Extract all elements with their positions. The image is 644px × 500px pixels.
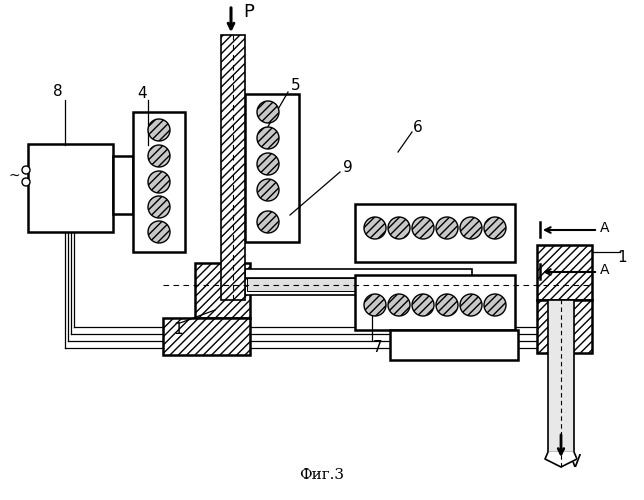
- Bar: [113, 156, 133, 214]
- Circle shape: [364, 294, 386, 316]
- Bar: [537, 245, 592, 300]
- Text: 1: 1: [173, 322, 183, 338]
- Circle shape: [257, 153, 279, 175]
- Text: Фиг.3: Фиг.3: [299, 468, 345, 482]
- Bar: [355, 204, 515, 262]
- Bar: [355, 275, 515, 330]
- Circle shape: [148, 221, 170, 243]
- Circle shape: [436, 217, 458, 239]
- Text: ~: ~: [8, 169, 20, 183]
- Text: V: V: [569, 453, 582, 471]
- Bar: [245, 269, 472, 278]
- Bar: [247, 278, 470, 291]
- Circle shape: [364, 217, 386, 239]
- Circle shape: [148, 145, 170, 167]
- Text: 6: 6: [413, 120, 423, 136]
- Circle shape: [148, 196, 170, 218]
- Bar: [195, 263, 250, 318]
- Circle shape: [388, 217, 410, 239]
- Bar: [133, 112, 185, 252]
- Text: 8: 8: [53, 84, 63, 100]
- Text: 9: 9: [343, 160, 353, 176]
- Circle shape: [257, 211, 279, 233]
- Bar: [390, 330, 518, 360]
- Circle shape: [257, 179, 279, 201]
- Text: 1: 1: [617, 250, 627, 264]
- Bar: [537, 300, 592, 353]
- Text: 4: 4: [137, 86, 147, 102]
- Text: 5: 5: [291, 78, 301, 92]
- Bar: [28, 144, 113, 232]
- Circle shape: [148, 119, 170, 141]
- Circle shape: [412, 294, 434, 316]
- Circle shape: [460, 217, 482, 239]
- Bar: [163, 318, 250, 355]
- Circle shape: [436, 294, 458, 316]
- Circle shape: [22, 166, 30, 174]
- Bar: [245, 286, 472, 295]
- Circle shape: [148, 171, 170, 193]
- Circle shape: [412, 217, 434, 239]
- Circle shape: [484, 294, 506, 316]
- Text: P: P: [243, 3, 254, 21]
- Bar: [245, 94, 299, 242]
- Text: A: A: [600, 221, 609, 235]
- Circle shape: [257, 127, 279, 149]
- Text: 7: 7: [373, 340, 383, 354]
- Circle shape: [484, 217, 506, 239]
- Circle shape: [22, 178, 30, 186]
- Circle shape: [460, 294, 482, 316]
- Circle shape: [257, 101, 279, 123]
- Circle shape: [388, 294, 410, 316]
- Bar: [221, 35, 245, 300]
- Text: A: A: [600, 263, 609, 277]
- Bar: [548, 300, 574, 452]
- Polygon shape: [545, 452, 577, 467]
